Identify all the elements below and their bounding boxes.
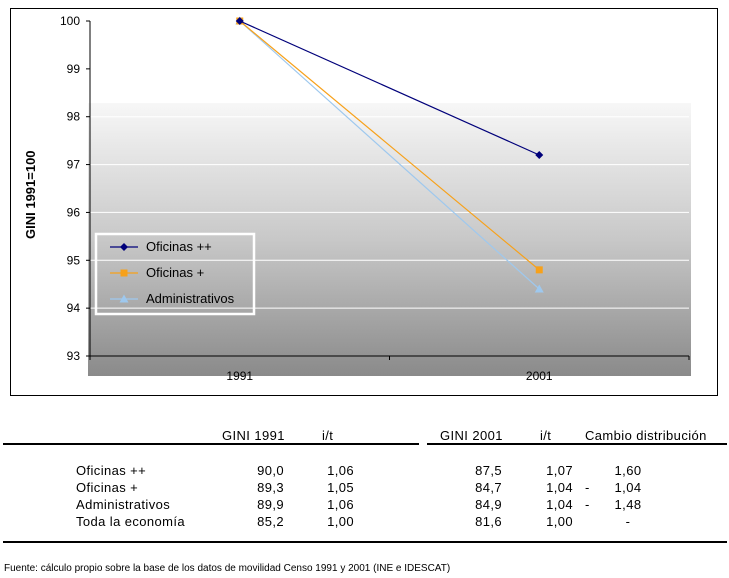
header-it-2001: i/t	[540, 428, 552, 443]
cell-gini2001-3: 81,6	[475, 514, 502, 529]
series-2-point-1	[534, 284, 544, 293]
y-axis-label: GINI 1991=100	[23, 150, 38, 239]
cell-sign-1: -	[585, 480, 590, 495]
cell-label-2: Administrativos	[76, 497, 171, 512]
cell-cambio-2: 1,48	[614, 497, 642, 512]
y-tick-label-100: 100	[60, 14, 80, 28]
y-tick-label-98: 98	[67, 110, 81, 124]
legend-box	[94, 232, 256, 316]
table-rule-left	[3, 443, 419, 445]
cell-it2001-2: 1,04	[546, 497, 573, 512]
chart-frame: 93 94 95 96 97 98 99 100 1991 2001 Oficinas ++ Ofi…	[10, 8, 718, 396]
series-line-0	[239, 20, 540, 156]
legend-marker-1	[120, 269, 128, 277]
table-rule-right	[427, 443, 727, 445]
series-1-point-1	[535, 266, 543, 274]
y-tick-label-96: 96	[67, 205, 81, 219]
plot-background	[88, 103, 691, 376]
cell-it1991-3: 1,00	[327, 514, 354, 529]
cell-it1991-1: 1,05	[327, 480, 354, 495]
legend-label-2: Administrativos	[146, 291, 235, 306]
series-0-point-1	[535, 151, 544, 159]
header-gini-2001: GINI 2001	[440, 428, 503, 443]
cell-label-0: Oficinas ++	[76, 463, 147, 478]
cell-it2001-3: 1,00	[546, 514, 573, 529]
cell-it1991-2: 1,06	[327, 497, 354, 512]
cell-cambio-3: -	[625, 514, 631, 529]
cell-gini1991-2: 89,9	[257, 497, 284, 512]
cell-sign-2: -	[585, 497, 590, 512]
y-tick-label-94: 94	[67, 301, 81, 315]
series-line-1	[239, 20, 540, 271]
source-note: Fuente: cálculo propio sobre la base de …	[4, 563, 451, 574]
cell-cambio-0: 1,60	[614, 463, 642, 478]
series-line-2	[239, 20, 540, 290]
y-tick-label-95: 95	[67, 253, 81, 267]
cell-gini1991-3: 85,2	[257, 514, 284, 529]
cell-gini1991-1: 89,3	[257, 480, 284, 495]
x-tick-label-2001: 2001	[526, 369, 553, 383]
cell-gini1991-0: 90,0	[257, 463, 284, 478]
cell-label-1: Oficinas +	[76, 480, 139, 495]
header-it-1991: i/t	[322, 428, 334, 443]
legend-label-0: Oficinas ++	[146, 239, 212, 254]
gini-line-chart: 93 94 95 96 97 98 99 100 1991 2001 Oficinas ++ Ofi…	[23, 14, 691, 383]
cell-label-3: Toda la economía	[76, 514, 186, 529]
legend-label-1: Oficinas +	[146, 265, 204, 280]
cell-it1991-0: 1,06	[327, 463, 354, 478]
legend-marker-0	[120, 243, 128, 251]
header-gini-1991: GINI 1991	[222, 428, 285, 443]
header-cambio: Cambio distribución	[585, 428, 707, 443]
legend-marker-2	[119, 294, 129, 303]
x-tick-label-1991: 1991	[226, 369, 253, 383]
y-tick-label-99: 99	[67, 62, 81, 76]
data-table: GINI 1991 i/t GINI 2001 i/t Cambio distr…	[0, 420, 729, 550]
cell-cambio-1: 1,04	[614, 480, 642, 495]
cell-it2001-0: 1,07	[546, 463, 573, 478]
cell-gini2001-1: 84,7	[475, 480, 502, 495]
cell-gini2001-0: 87,5	[475, 463, 502, 478]
y-tick-label-93: 93	[67, 349, 81, 363]
y-tick-label-97: 97	[67, 158, 81, 172]
series-0-point-0	[235, 17, 244, 25]
cell-it2001-1: 1,04	[546, 480, 573, 495]
cell-gini2001-2: 84,9	[475, 497, 502, 512]
table-rule-bottom	[3, 541, 727, 543]
